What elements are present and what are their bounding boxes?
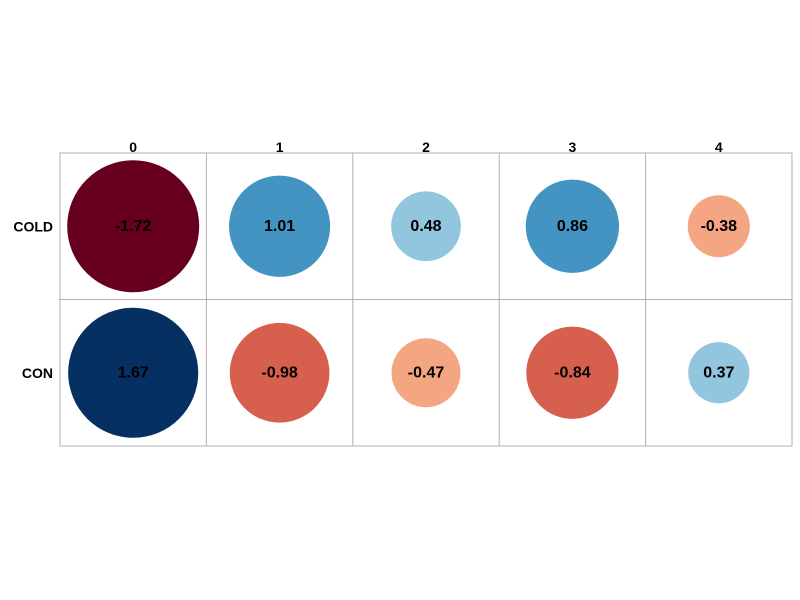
value-label: 1.01 (264, 218, 295, 235)
correlation-circle (391, 191, 461, 262)
correlation-circle (229, 175, 331, 277)
value-label: -0.98 (261, 364, 298, 381)
correlation-circle (688, 342, 750, 404)
value-label: 1.67 (118, 364, 149, 381)
row-label: COLD (13, 218, 53, 234)
value-label: -0.47 (408, 364, 445, 381)
correlation-circle (229, 322, 330, 423)
correlation-circle (525, 179, 620, 273)
value-label: 0.48 (410, 218, 441, 235)
correlation-circle (67, 160, 200, 293)
value-label: -0.38 (701, 218, 738, 235)
correlation-circle (68, 307, 199, 438)
value-label: 0.86 (557, 218, 588, 235)
grid-layer (59, 152, 793, 447)
correlation-circle (526, 326, 619, 419)
value-label: -0.84 (554, 364, 591, 381)
label-layer: 0 1 2 3 4 COLD CON -1.72 1.01 0.48 0.86 -0.38 1.67 -0… (13, 139, 737, 381)
correlation-circle (391, 338, 461, 408)
column-label: 0 (129, 139, 137, 155)
circle-layer (67, 160, 750, 438)
value-label: -1.72 (115, 218, 152, 235)
column-label: 2 (422, 139, 430, 155)
value-label: 0.37 (703, 364, 734, 381)
column-label: 3 (569, 139, 577, 155)
correlation-circle (687, 195, 750, 258)
column-label: 1 (276, 139, 284, 155)
column-label: 4 (715, 139, 723, 155)
row-label: CON (22, 365, 53, 381)
